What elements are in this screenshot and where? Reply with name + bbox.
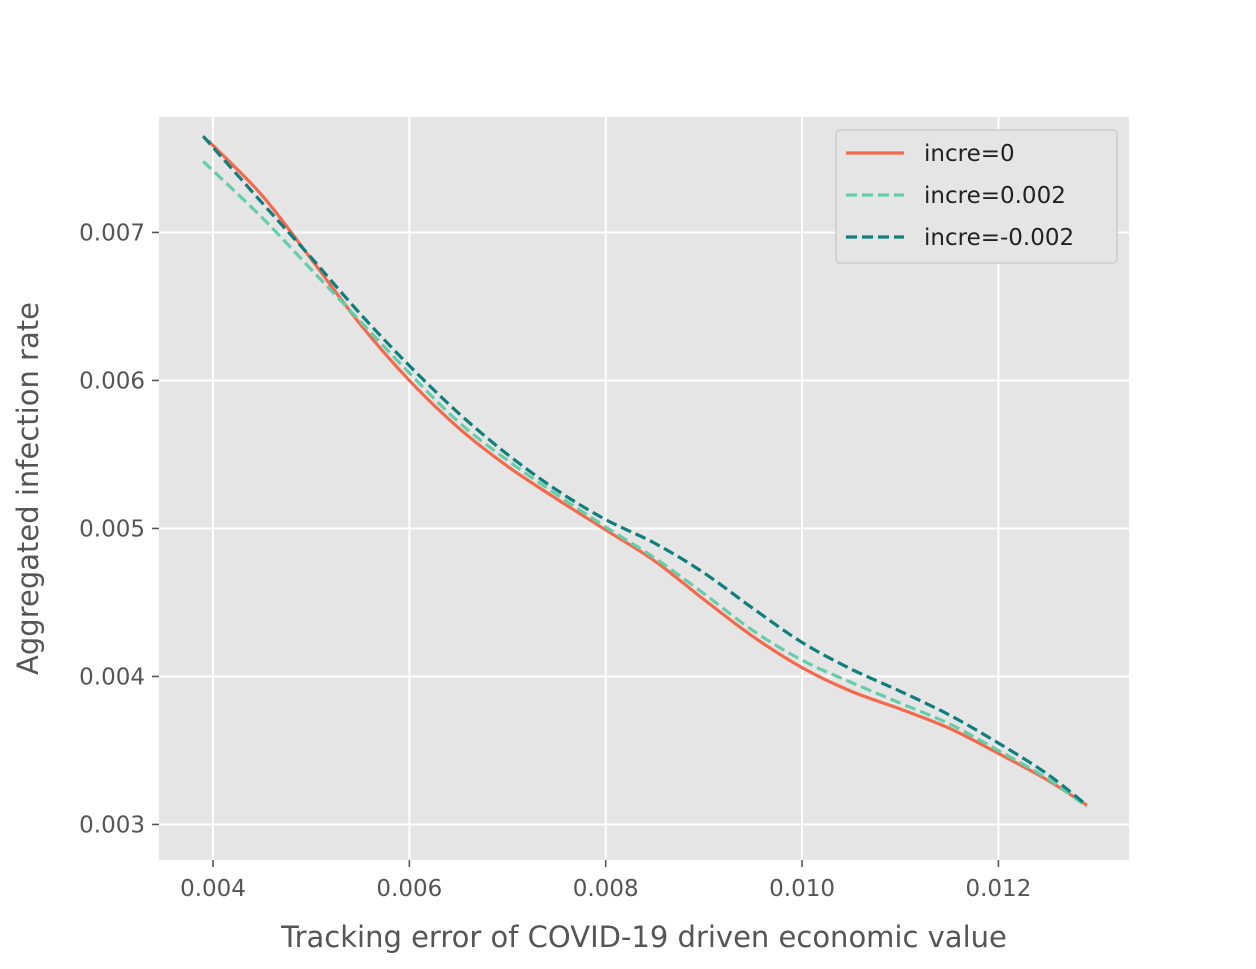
legend-label-incre-0-002: incre=0.002	[924, 183, 1066, 209]
x-tick-label: 0.012	[965, 876, 1031, 902]
x-axis-label: Tracking error of COVID-19 driven econom…	[280, 920, 1007, 954]
y-tick-label: 0.007	[79, 220, 145, 246]
y-tick-label: 0.004	[79, 664, 145, 690]
y-axis-label: Aggregated infection rate	[11, 302, 45, 675]
series-line-incre-0-002	[202, 160, 1088, 809]
legend-label-incre-0-002: incre=-0.002	[924, 225, 1074, 251]
y-axis-ticks: 0.003 0.004 0.005 0.006 0.007	[79, 220, 159, 838]
x-tick-label: 0.004	[180, 876, 246, 902]
y-tick-label: 0.006	[79, 368, 145, 394]
y-tick-label: 0.003	[79, 812, 145, 838]
legend-label-incre-0: incre=0	[924, 141, 1015, 167]
x-tick-label: 0.008	[573, 876, 639, 902]
x-tick-label: 0.006	[376, 876, 442, 902]
legend-box	[835, 129, 1118, 264]
y-tick-label: 0.005	[79, 516, 145, 542]
x-axis-ticks: 0.004 0.006 0.008 0.010 0.012	[180, 860, 1031, 902]
legend: incre=0 incre=0.002 incre=-0.002	[835, 129, 1118, 264]
series-layer	[201, 135, 1088, 809]
series-line-incre-0-002	[201, 135, 1088, 807]
x-tick-label: 0.010	[769, 876, 835, 902]
